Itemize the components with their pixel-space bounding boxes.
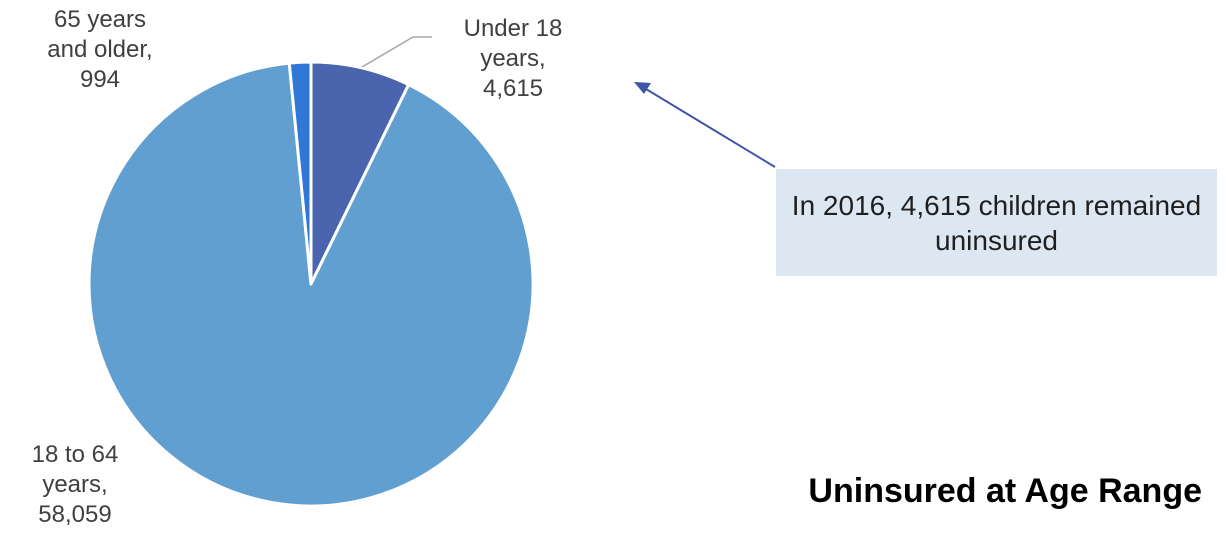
callout-arrow-line	[645, 88, 776, 168]
pie-slice-65-and-older	[287, 60, 313, 286]
data-label-value: 994	[79, 66, 121, 93]
data-label-line: Under 18	[463, 15, 563, 42]
data-label-line: 18 to 64	[31, 441, 119, 468]
data-label-line: 65 years	[53, 6, 147, 33]
annotation-callout-box: In 2016, 4,615 children remained uninsur…	[776, 169, 1217, 276]
pie-slice-under-18	[309, 60, 411, 286]
data-label-value: 58,059	[38, 501, 112, 528]
chart-title: Uninsured at Age Range	[808, 472, 1202, 510]
data-label-65-and-older: 65 years and older, 994	[15, 5, 185, 95]
data-label-line: years,	[480, 45, 546, 72]
data-label-18-to-64: 18 to 64 years, 58,059	[0, 440, 160, 530]
under-18-leader-line	[361, 36, 414, 68]
pie-slices	[87, 60, 535, 508]
annotation-text: In 2016, 4,615 children remained uninsur…	[791, 189, 1202, 256]
data-label-value: 4,615	[482, 75, 544, 102]
data-label-under-18: Under 18 years, 4,615	[428, 14, 598, 104]
data-label-line: years,	[42, 471, 108, 498]
data-label-line: and older,	[47, 36, 153, 63]
callout-arrow-head	[634, 82, 651, 94]
